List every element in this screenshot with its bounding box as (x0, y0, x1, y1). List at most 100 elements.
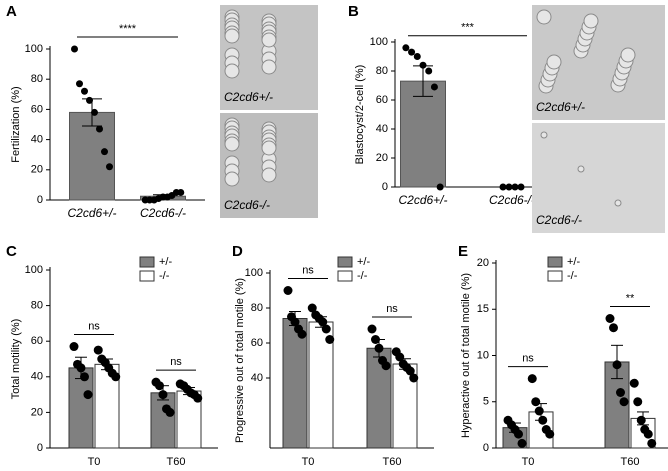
legend-swatch (547, 270, 563, 282)
legend-label: +/- (567, 256, 580, 268)
data-point (402, 44, 410, 52)
legend-swatch (139, 270, 155, 282)
data-point (517, 183, 525, 191)
x-tick-label: T60 (621, 456, 640, 468)
bar (69, 111, 115, 201)
data-point (430, 83, 438, 91)
data-point (177, 188, 185, 196)
data-point (321, 324, 331, 334)
x-tick-label: T60 (383, 456, 402, 468)
data-point (505, 183, 513, 191)
x-tick-label: C2cd6-/- (489, 193, 535, 207)
y-tick-label: 15 (477, 303, 489, 315)
y-tick-label: 40 (376, 123, 388, 135)
data-point (111, 372, 121, 382)
bar (400, 80, 446, 188)
y-tick-label: 60 (31, 103, 43, 115)
data-point (517, 438, 527, 448)
y-axis-label: Hyperactive out of total motile (%) (460, 273, 472, 438)
cell (261, 140, 277, 156)
cell (614, 199, 622, 207)
panel-letter: E (458, 243, 468, 260)
data-point (325, 335, 335, 344)
data-point (538, 415, 548, 425)
data-point (76, 80, 83, 88)
data-point (367, 324, 377, 334)
data-point (290, 317, 300, 327)
y-tick-label: 5 (483, 396, 489, 408)
data-point (318, 317, 328, 327)
y-tick-label: 20 (31, 164, 43, 176)
y-tick-label: 20 (477, 257, 489, 269)
data-point (91, 108, 98, 116)
y-axis-label: Fertilization (%) (10, 86, 22, 162)
y-axis-label: Progressive out of total motile (%) (234, 278, 246, 443)
data-point (80, 372, 89, 382)
y-tick-label: 80 (31, 73, 43, 85)
y-tick-label: 0 (37, 442, 43, 454)
y-axis-label: Total motility (%) (10, 319, 22, 400)
y-tick-label: 100 (25, 264, 43, 276)
legend-swatch (139, 256, 155, 268)
legend-label: +/- (357, 256, 370, 268)
cell (224, 28, 240, 44)
cell (577, 165, 585, 173)
significance-label: ns (522, 353, 534, 365)
significance-label: ns (88, 320, 100, 332)
data-point (647, 438, 657, 448)
cell (620, 47, 636, 63)
cell (224, 171, 240, 187)
panel-letter: B (348, 3, 359, 20)
data-point (395, 352, 405, 362)
y-tick-label: 40 (31, 371, 43, 383)
y-tick-label: 10 (477, 349, 489, 361)
data-point (405, 366, 415, 376)
data-point (106, 163, 113, 171)
data-point (158, 390, 168, 400)
data-point (297, 329, 307, 339)
y-tick-label: 0 (37, 194, 43, 206)
y-tick-label: 60 (31, 335, 43, 347)
data-point (605, 314, 615, 323)
y-tick-label: 60 (251, 337, 263, 349)
y-tick-label: 100 (370, 36, 388, 48)
x-tick-label: T60 (167, 456, 186, 468)
data-point (511, 183, 519, 191)
legend-label: -/- (159, 270, 170, 282)
significance-label: *** (461, 22, 475, 34)
y-tick-label: 80 (251, 302, 263, 314)
data-point (86, 96, 93, 104)
data-point (619, 397, 629, 407)
data-point (514, 429, 523, 439)
data-point (101, 148, 108, 156)
significance-label: ** (626, 292, 635, 304)
legend-label: -/- (357, 270, 368, 282)
data-point (83, 390, 93, 400)
micrograph (532, 123, 665, 233)
significance-label: **** (119, 23, 137, 35)
panel-letter: C (6, 243, 17, 260)
data-point (425, 67, 433, 75)
significance-label: ns (170, 356, 182, 368)
panel-letter: D (232, 243, 243, 260)
data-point (381, 361, 391, 371)
legend-label: +/- (159, 256, 172, 268)
x-tick-label: T0 (88, 456, 101, 468)
data-point (612, 360, 622, 370)
y-tick-label: 100 (25, 43, 43, 55)
cell (224, 63, 240, 79)
panel-letter: A (6, 3, 17, 20)
data-point (409, 373, 419, 383)
data-point (96, 125, 103, 133)
data-point (545, 429, 555, 439)
cell (540, 131, 548, 139)
data-point (81, 87, 88, 95)
data-point (371, 335, 380, 344)
cell (583, 13, 599, 29)
legend-swatch (337, 270, 353, 282)
data-point (636, 415, 646, 425)
data-point (527, 374, 537, 384)
data-point (165, 407, 175, 417)
y-tick-label: 60 (376, 94, 388, 106)
data-point (193, 393, 203, 403)
